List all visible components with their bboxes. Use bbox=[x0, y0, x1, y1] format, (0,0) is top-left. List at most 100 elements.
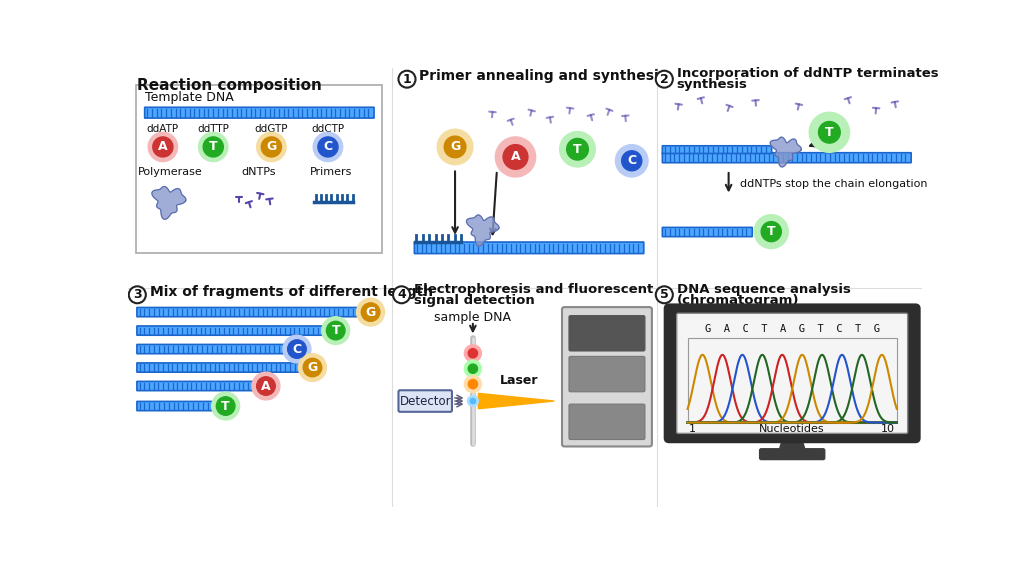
Circle shape bbox=[203, 137, 223, 157]
Circle shape bbox=[288, 340, 306, 359]
Circle shape bbox=[283, 335, 311, 363]
Text: Detector: Detector bbox=[399, 394, 451, 408]
FancyBboxPatch shape bbox=[136, 86, 382, 253]
Text: ddCTP: ddCTP bbox=[311, 124, 344, 134]
Polygon shape bbox=[770, 137, 802, 167]
FancyBboxPatch shape bbox=[687, 338, 897, 422]
Circle shape bbox=[313, 132, 343, 161]
Circle shape bbox=[153, 137, 173, 157]
FancyBboxPatch shape bbox=[569, 356, 645, 392]
Circle shape bbox=[468, 364, 477, 373]
Circle shape bbox=[655, 286, 673, 303]
FancyBboxPatch shape bbox=[415, 242, 644, 254]
Circle shape bbox=[257, 132, 286, 161]
Text: 5: 5 bbox=[659, 288, 669, 302]
Text: C: C bbox=[627, 154, 636, 168]
FancyBboxPatch shape bbox=[137, 326, 324, 335]
Circle shape bbox=[361, 303, 380, 321]
FancyBboxPatch shape bbox=[144, 107, 374, 118]
FancyBboxPatch shape bbox=[663, 146, 772, 153]
Circle shape bbox=[464, 360, 481, 377]
FancyBboxPatch shape bbox=[569, 404, 645, 439]
Circle shape bbox=[615, 145, 648, 177]
Text: T: T bbox=[767, 225, 775, 238]
FancyBboxPatch shape bbox=[677, 314, 907, 433]
Text: Nucleotides: Nucleotides bbox=[760, 424, 825, 434]
Text: Mix of fragments of different length: Mix of fragments of different length bbox=[150, 284, 433, 299]
Text: 1: 1 bbox=[689, 424, 696, 434]
Text: synthesis: synthesis bbox=[677, 78, 748, 91]
Text: ddNTPs stop the chain elongation: ddNTPs stop the chain elongation bbox=[740, 179, 928, 189]
Text: C: C bbox=[324, 140, 333, 153]
Circle shape bbox=[755, 215, 788, 249]
FancyBboxPatch shape bbox=[663, 153, 911, 162]
Text: G: G bbox=[366, 306, 376, 319]
Text: Template DNA: Template DNA bbox=[145, 92, 233, 104]
Circle shape bbox=[467, 396, 478, 406]
Polygon shape bbox=[152, 186, 186, 219]
FancyBboxPatch shape bbox=[137, 381, 254, 390]
Circle shape bbox=[148, 132, 177, 161]
Circle shape bbox=[199, 132, 228, 161]
FancyBboxPatch shape bbox=[760, 449, 824, 459]
Circle shape bbox=[809, 112, 850, 152]
Text: ddTTP: ddTTP bbox=[198, 124, 229, 134]
Circle shape bbox=[444, 136, 466, 158]
Circle shape bbox=[129, 286, 145, 303]
Polygon shape bbox=[467, 215, 499, 246]
Circle shape bbox=[468, 380, 477, 389]
Circle shape bbox=[257, 377, 275, 395]
Text: (chromatogram): (chromatogram) bbox=[677, 295, 799, 307]
Text: 2: 2 bbox=[659, 73, 669, 86]
Text: G: G bbox=[450, 140, 460, 153]
Text: Primer annealing and synthesis: Primer annealing and synthesis bbox=[420, 69, 668, 83]
Circle shape bbox=[818, 121, 841, 143]
Text: Primers: Primers bbox=[310, 167, 352, 177]
Text: Electrophoresis and fluorescent: Electrophoresis and fluorescent bbox=[414, 283, 653, 296]
FancyBboxPatch shape bbox=[665, 305, 920, 442]
Text: 3: 3 bbox=[133, 288, 141, 302]
Text: T: T bbox=[825, 126, 834, 139]
Text: T: T bbox=[573, 142, 582, 156]
Circle shape bbox=[496, 137, 536, 177]
Circle shape bbox=[566, 139, 589, 160]
Circle shape bbox=[212, 392, 240, 420]
Circle shape bbox=[322, 317, 349, 344]
Circle shape bbox=[560, 132, 595, 167]
Text: 4: 4 bbox=[397, 288, 406, 302]
Circle shape bbox=[303, 359, 322, 377]
Text: sample DNA: sample DNA bbox=[434, 311, 511, 324]
Text: DNA sequence analysis: DNA sequence analysis bbox=[677, 283, 851, 296]
FancyBboxPatch shape bbox=[137, 363, 300, 372]
FancyBboxPatch shape bbox=[398, 390, 452, 412]
Circle shape bbox=[398, 71, 416, 88]
Text: 1: 1 bbox=[402, 73, 412, 86]
Circle shape bbox=[393, 286, 410, 303]
FancyBboxPatch shape bbox=[663, 227, 753, 237]
Text: Reaction composition: Reaction composition bbox=[137, 78, 323, 93]
Circle shape bbox=[216, 397, 234, 416]
Circle shape bbox=[299, 353, 327, 381]
FancyBboxPatch shape bbox=[137, 307, 358, 317]
Circle shape bbox=[261, 137, 282, 157]
Text: G: G bbox=[307, 361, 317, 374]
FancyBboxPatch shape bbox=[569, 316, 645, 351]
Circle shape bbox=[468, 349, 477, 358]
Circle shape bbox=[252, 372, 280, 400]
Text: signal detection: signal detection bbox=[414, 295, 535, 307]
Circle shape bbox=[503, 145, 528, 169]
Text: A: A bbox=[511, 150, 520, 164]
Text: C: C bbox=[293, 343, 301, 356]
Text: Polymerase: Polymerase bbox=[138, 167, 203, 177]
Text: ddATP: ddATP bbox=[146, 124, 179, 134]
Text: 10: 10 bbox=[882, 424, 895, 434]
Circle shape bbox=[655, 71, 673, 88]
Text: Laser: Laser bbox=[500, 374, 539, 387]
Polygon shape bbox=[478, 393, 554, 409]
Circle shape bbox=[317, 137, 338, 157]
Text: G  A  C  T  A  G  T  C  T  G: G A C T A G T C T G bbox=[705, 324, 880, 334]
Text: A: A bbox=[158, 140, 168, 153]
Circle shape bbox=[464, 376, 481, 393]
Text: dNTPs: dNTPs bbox=[241, 167, 275, 177]
Circle shape bbox=[622, 151, 642, 171]
